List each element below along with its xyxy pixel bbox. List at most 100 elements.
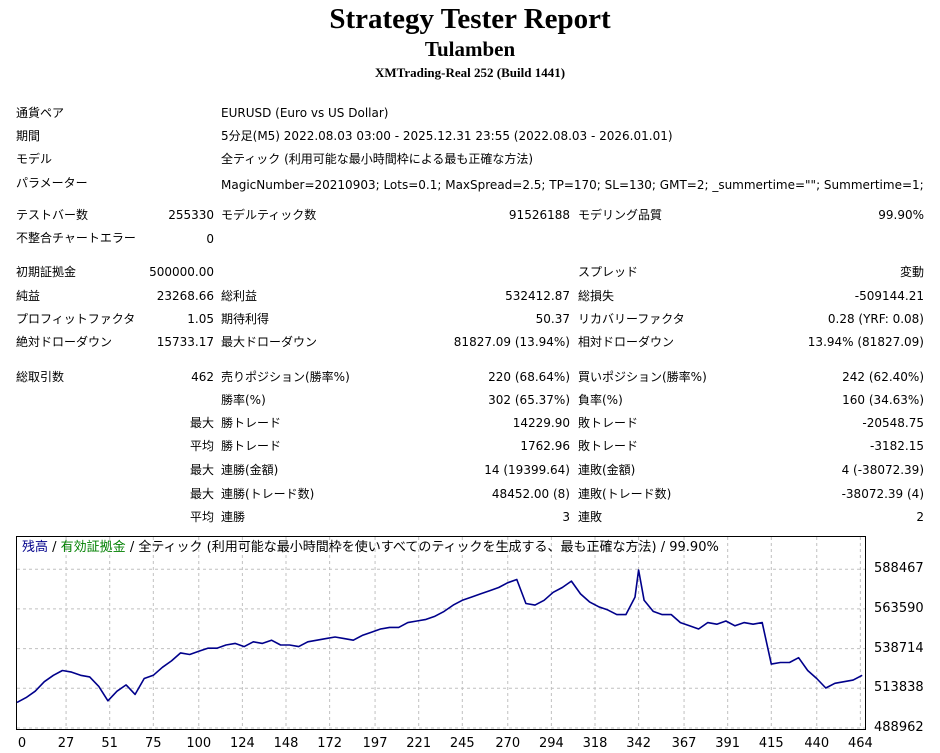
x-tick-label: 464 [847, 736, 873, 751]
balance-line [16, 569, 863, 704]
ticks-label: モデルティック数 [221, 208, 317, 222]
symbol-value: EURUSD (Euro vs US Dollar) [221, 106, 389, 120]
avg-label-2: 平均 [189, 510, 214, 524]
bars-value: 255330 [168, 208, 214, 222]
x-tick-label: 0 [17, 736, 27, 751]
x-tick-label: 27 [57, 736, 75, 751]
win-label: 勝率(%) [221, 393, 266, 407]
max-consec-win-label: 連勝(金額) [221, 463, 279, 477]
deposit-label: 初期証拠金 [16, 265, 77, 279]
gross-profit-value: 532412.87 [505, 289, 570, 303]
pf-label: プロフィットファクタ [16, 312, 136, 326]
expected-label: 期待利得 [221, 312, 270, 326]
avg-win-value: 1762.96 [520, 439, 570, 453]
max-consec-win-value: 14 (19399.64) [484, 463, 570, 477]
total-trades-value: 462 [191, 370, 214, 384]
long-label: 買いポジション(勝率%) [578, 370, 707, 384]
abs-dd-value: 15733.17 [156, 335, 214, 349]
max-dd-value: 81827.09 (13.94%) [453, 335, 570, 349]
total-trades-label: 総取引数 [16, 370, 65, 384]
period-value: 5分足(M5) 2022.08.03 03:00 - 2025.12.31 23… [221, 129, 673, 143]
recovery-value: 0.28 (YRF: 0.08) [827, 312, 924, 326]
quality-label: モデリング品質 [578, 208, 663, 222]
x-tick-label: 148 [273, 736, 299, 751]
x-tick-label: 221 [406, 736, 432, 751]
avg-loss-value: -3182.15 [870, 439, 924, 453]
spread-value: 変動 [899, 265, 924, 279]
max-consec-loss2-label: 連敗(トレード数) [578, 487, 672, 501]
model-label: モデル [16, 152, 53, 166]
max-consec-loss-value: 4 (-38072.39) [841, 463, 924, 477]
avg-win-label: 勝トレード [221, 439, 282, 453]
max-consec-loss2-value: -38072.39 (4) [841, 487, 924, 501]
ticks-value: 91526188 [508, 208, 570, 222]
report-title: Strategy Tester Report [329, 3, 611, 35]
x-tick-label: 245 [449, 736, 475, 751]
rel-dd-label: 相対ドローダウン [578, 335, 675, 349]
chart-legend: 残高 / 有効証拠金 / 全ティック (利用可能な最小時間枠を使いすべてのティッ… [22, 540, 719, 556]
short-label: 売りポジション(勝率%) [221, 370, 350, 384]
avg-consec-loss-value: 2 [916, 510, 924, 524]
gross-loss-label: 総損失 [578, 289, 615, 303]
legend-balance: 残高 [22, 540, 49, 555]
symbol-label: 通貨ペア [16, 106, 65, 120]
legend-equity: 有効証拠金 [60, 540, 126, 555]
expert-name: Tulamben [424, 37, 516, 61]
y-tick-label: 563590 [874, 600, 924, 616]
rel-dd-value: 13.94% (81827.09) [807, 335, 924, 349]
x-tick-label: 440 [804, 736, 830, 751]
params-value: MagicNumber=20210903; Lots=0.1; MaxSprea… [221, 178, 924, 192]
avg-consec-win-value: 3 [562, 510, 570, 524]
avg-label: 平均 [189, 439, 214, 453]
max-consec-profit-value: 48452.00 (8) [491, 487, 570, 501]
max-label-2: 最大 [189, 463, 214, 477]
server-build: XMTrading-Real 252 (Build 1441) [374, 65, 566, 80]
max-consec-profit-label: 連勝(トレード数) [221, 487, 315, 501]
recovery-label: リカバリーファクタ [578, 312, 685, 326]
win-value: 302 (65.37%) [488, 393, 570, 407]
x-tick-label: 270 [495, 736, 521, 751]
mismatch-value: 0 [206, 232, 214, 246]
chart-grid [17, 537, 865, 729]
long-value: 242 (62.40%) [842, 370, 924, 384]
mismatch-label: 不整合チャートエラー [16, 231, 136, 245]
y-tick-label: 488962 [874, 720, 924, 735]
chart-frame [16, 536, 866, 730]
largest-loss-value: -20548.75 [862, 416, 924, 430]
gross-profit-label: 総利益 [221, 289, 258, 303]
period-label: 期間 [16, 129, 41, 143]
pf-value: 1.05 [187, 312, 214, 326]
max-label: 最大 [189, 416, 214, 430]
x-tick-label: 100 [186, 736, 212, 751]
x-tick-label: 391 [715, 736, 741, 751]
y-tick-label: 538714 [874, 640, 924, 656]
avg-consec-win-label: 連勝 [221, 510, 246, 524]
largest-loss-label: 敗トレード [578, 416, 639, 430]
spread-label: スプレッド [578, 265, 639, 279]
params-label: パラメーター [16, 176, 88, 190]
avg-consec-loss-label: 連敗 [578, 510, 603, 524]
deposit-value: 500000.00 [149, 265, 214, 279]
legend-sep: / [48, 540, 61, 555]
max-label-3: 最大 [189, 487, 214, 501]
y-tick-label: 513838 [874, 680, 924, 696]
gross-loss-value: -509144.21 [854, 289, 924, 303]
max-consec-loss-label: 連敗(金額) [578, 463, 636, 477]
x-tick-label: 415 [758, 736, 784, 751]
x-tick-label: 75 [145, 736, 162, 751]
x-tick-label: 367 [671, 736, 697, 751]
balance-chart [16, 536, 866, 730]
chart-lines [16, 569, 863, 704]
loss-value: 160 (34.63%) [842, 393, 924, 407]
x-tick-label: 124 [229, 736, 255, 751]
model-value: 全ティック (利用可能な最小時間枠による最も正確な方法) [221, 152, 534, 166]
max-dd-label: 最大ドローダウン [221, 335, 318, 349]
loss-label: 負率(%) [578, 393, 623, 407]
legend-rest: / 全ティック (利用可能な最小時間枠を使いすべてのティックを生成する、最も正確… [125, 540, 719, 555]
x-tick-label: 197 [362, 736, 388, 751]
expected-value: 50.37 [535, 312, 570, 326]
short-value: 220 (68.64%) [488, 370, 570, 384]
bars-label: テストバー数 [16, 208, 89, 222]
x-tick-label: 172 [317, 736, 343, 751]
largest-win-label: 勝トレード [221, 416, 282, 430]
